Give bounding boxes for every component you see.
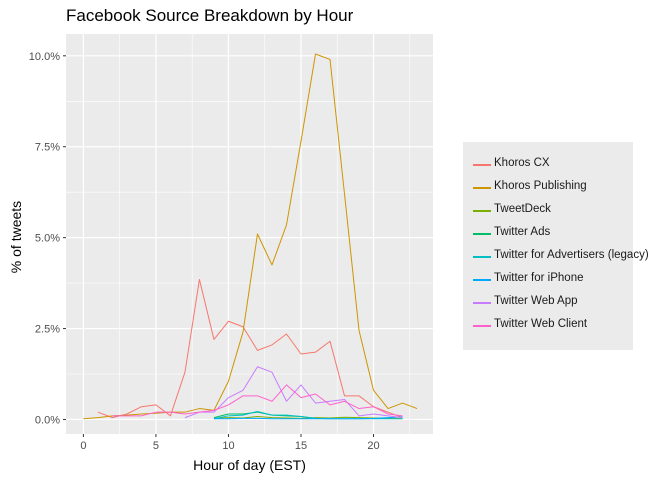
legend-label: Khoros Publishing (494, 180, 587, 192)
legend-key-line (473, 256, 491, 258)
legend-key-line (473, 279, 491, 281)
legend-item: Twitter for Advertisers (legacy) (463, 245, 649, 268)
x-tick-label: 20 (367, 440, 379, 452)
legend-key-line (473, 233, 491, 235)
series-line-twitter-web-client (112, 384, 403, 417)
series-line-twitter-web-app (184, 366, 403, 419)
y-tick-label: 10.0% (29, 51, 60, 63)
legend: Khoros CX Khoros Publishing TweetDeck Twitt… (463, 142, 649, 350)
legend-label: Twitter Ads (494, 226, 551, 238)
y-tick-label: 0.0% (35, 414, 60, 426)
x-tick-label: 5 (153, 440, 159, 452)
series-line-twitter-for-iphone (213, 416, 403, 420)
legend-label: Twitter for iPhone (494, 272, 584, 284)
legend-key-line (473, 187, 491, 189)
legend-label: Twitter Web App (494, 295, 578, 307)
chart-title: Facebook Source Breakdown by Hour (66, 6, 354, 25)
x-tick-label: 0 (80, 440, 86, 452)
legend-label: Twitter for Advertisers (legacy) (494, 249, 649, 261)
y-tick-label: 7.5% (35, 142, 60, 154)
legend-key-line (473, 302, 491, 304)
series-lines (83, 53, 418, 420)
legend-item: Khoros Publishing (463, 176, 643, 199)
series-line-khoros-cx (97, 278, 403, 419)
legend-key-line (473, 325, 491, 327)
legend-label: Khoros CX (494, 157, 550, 169)
axes: 0 5 10 15 20 0.0% 2.5% 5.0% 7.5% 10.0% (29, 51, 380, 452)
y-tick-label: 2.5% (35, 324, 60, 336)
minor-gridlines (66, 34, 433, 434)
x-tick-label: 10 (222, 440, 234, 452)
y-axis-label: % of tweets (8, 200, 24, 274)
x-tick-label: 15 (295, 440, 307, 452)
plot-panel (66, 34, 433, 434)
legend-item: Twitter Web Client (463, 314, 643, 337)
series-line-khoros-publishing (83, 53, 418, 420)
legend-label: TweetDeck (494, 203, 551, 215)
legend-item: TweetDeck (463, 199, 643, 222)
legend-item: Khoros CX (463, 153, 643, 176)
legend-key-line (473, 210, 491, 212)
legend-item: Twitter Ads (463, 222, 643, 245)
legend-label: Twitter Web Client (494, 318, 588, 330)
legend-key-line (473, 164, 491, 166)
major-gridlines (66, 34, 433, 434)
legend-item: Twitter Web App (463, 291, 643, 314)
y-tick-label: 5.0% (35, 233, 60, 245)
x-axis-label: Hour of day (EST) (193, 457, 306, 473)
legend-item: Twitter for iPhone (463, 268, 643, 291)
